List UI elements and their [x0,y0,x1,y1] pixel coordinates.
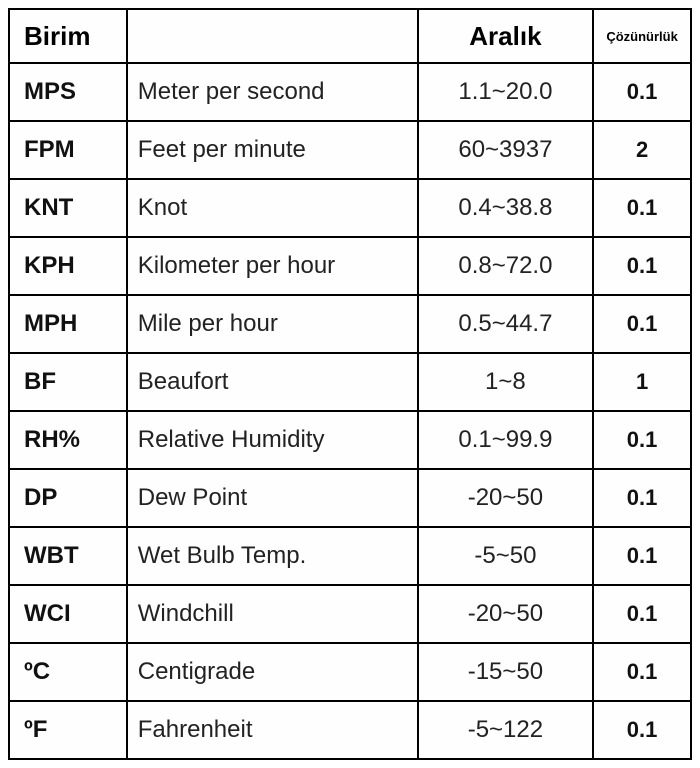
cell-res: 0.1 [593,63,691,121]
table-row: WBT Wet Bulb Temp. -5~50 0.1 [9,527,691,585]
cell-unit: KPH [9,237,127,295]
table-row: ºC Centigrade -15~50 0.1 [9,643,691,701]
cell-res: 2 [593,121,691,179]
cell-res: 0.1 [593,179,691,237]
cell-desc: Knot [127,179,418,237]
cell-res: 0.1 [593,643,691,701]
cell-unit: MPS [9,63,127,121]
cell-res: 1 [593,353,691,411]
cell-range: -20~50 [418,469,593,527]
cell-desc: Centigrade [127,643,418,701]
cell-desc: Kilometer per hour [127,237,418,295]
cell-range: 0.4~38.8 [418,179,593,237]
cell-desc: Fahrenheit [127,701,418,759]
cell-unit: ºC [9,643,127,701]
cell-range: 1.1~20.0 [418,63,593,121]
cell-unit: WCI [9,585,127,643]
cell-range: 60~3937 [418,121,593,179]
table-row: KNT Knot 0.4~38.8 0.1 [9,179,691,237]
cell-range: -5~50 [418,527,593,585]
cell-res: 0.1 [593,585,691,643]
cell-range: -20~50 [418,585,593,643]
cell-unit: WBT [9,527,127,585]
cell-desc: Mile per hour [127,295,418,353]
table-header-row: Birim Aralık Çözünürlük [9,9,691,63]
table-row: BF Beaufort 1~8 1 [9,353,691,411]
cell-unit: RH% [9,411,127,469]
header-range: Aralık [418,9,593,63]
table-row: MPH Mile per hour 0.5~44.7 0.1 [9,295,691,353]
cell-range: -15~50 [418,643,593,701]
table-row: FPM Feet per minute 60~3937 2 [9,121,691,179]
cell-range: 0.5~44.7 [418,295,593,353]
table-row: ºF Fahrenheit -5~122 0.1 [9,701,691,759]
cell-res: 0.1 [593,237,691,295]
cell-desc: Beaufort [127,353,418,411]
cell-unit: KNT [9,179,127,237]
cell-desc: Feet per minute [127,121,418,179]
cell-range: 0.1~99.9 [418,411,593,469]
table-row: RH% Relative Humidity 0.1~99.9 0.1 [9,411,691,469]
cell-desc: Wet Bulb Temp. [127,527,418,585]
cell-res: 0.1 [593,469,691,527]
header-resolution: Çözünürlük [593,9,691,63]
table-row: MPS Meter per second 1.1~20.0 0.1 [9,63,691,121]
cell-unit: MPH [9,295,127,353]
cell-range: -5~122 [418,701,593,759]
cell-res: 0.1 [593,411,691,469]
cell-desc: Windchill [127,585,418,643]
cell-unit: FPM [9,121,127,179]
cell-unit: ºF [9,701,127,759]
cell-res: 0.1 [593,295,691,353]
cell-desc: Dew Point [127,469,418,527]
table-row: KPH Kilometer per hour 0.8~72.0 0.1 [9,237,691,295]
table-body: MPS Meter per second 1.1~20.0 0.1 FPM Fe… [9,63,691,759]
cell-range: 1~8 [418,353,593,411]
header-desc [127,9,418,63]
cell-unit: DP [9,469,127,527]
cell-desc: Meter per second [127,63,418,121]
cell-res: 0.1 [593,701,691,759]
cell-unit: BF [9,353,127,411]
cell-res: 0.1 [593,527,691,585]
cell-range: 0.8~72.0 [418,237,593,295]
cell-desc: Relative Humidity [127,411,418,469]
table-row: DP Dew Point -20~50 0.1 [9,469,691,527]
units-table: Birim Aralık Çözünürlük MPS Meter per se… [8,8,692,760]
header-unit: Birim [9,9,127,63]
table-row: WCI Windchill -20~50 0.1 [9,585,691,643]
